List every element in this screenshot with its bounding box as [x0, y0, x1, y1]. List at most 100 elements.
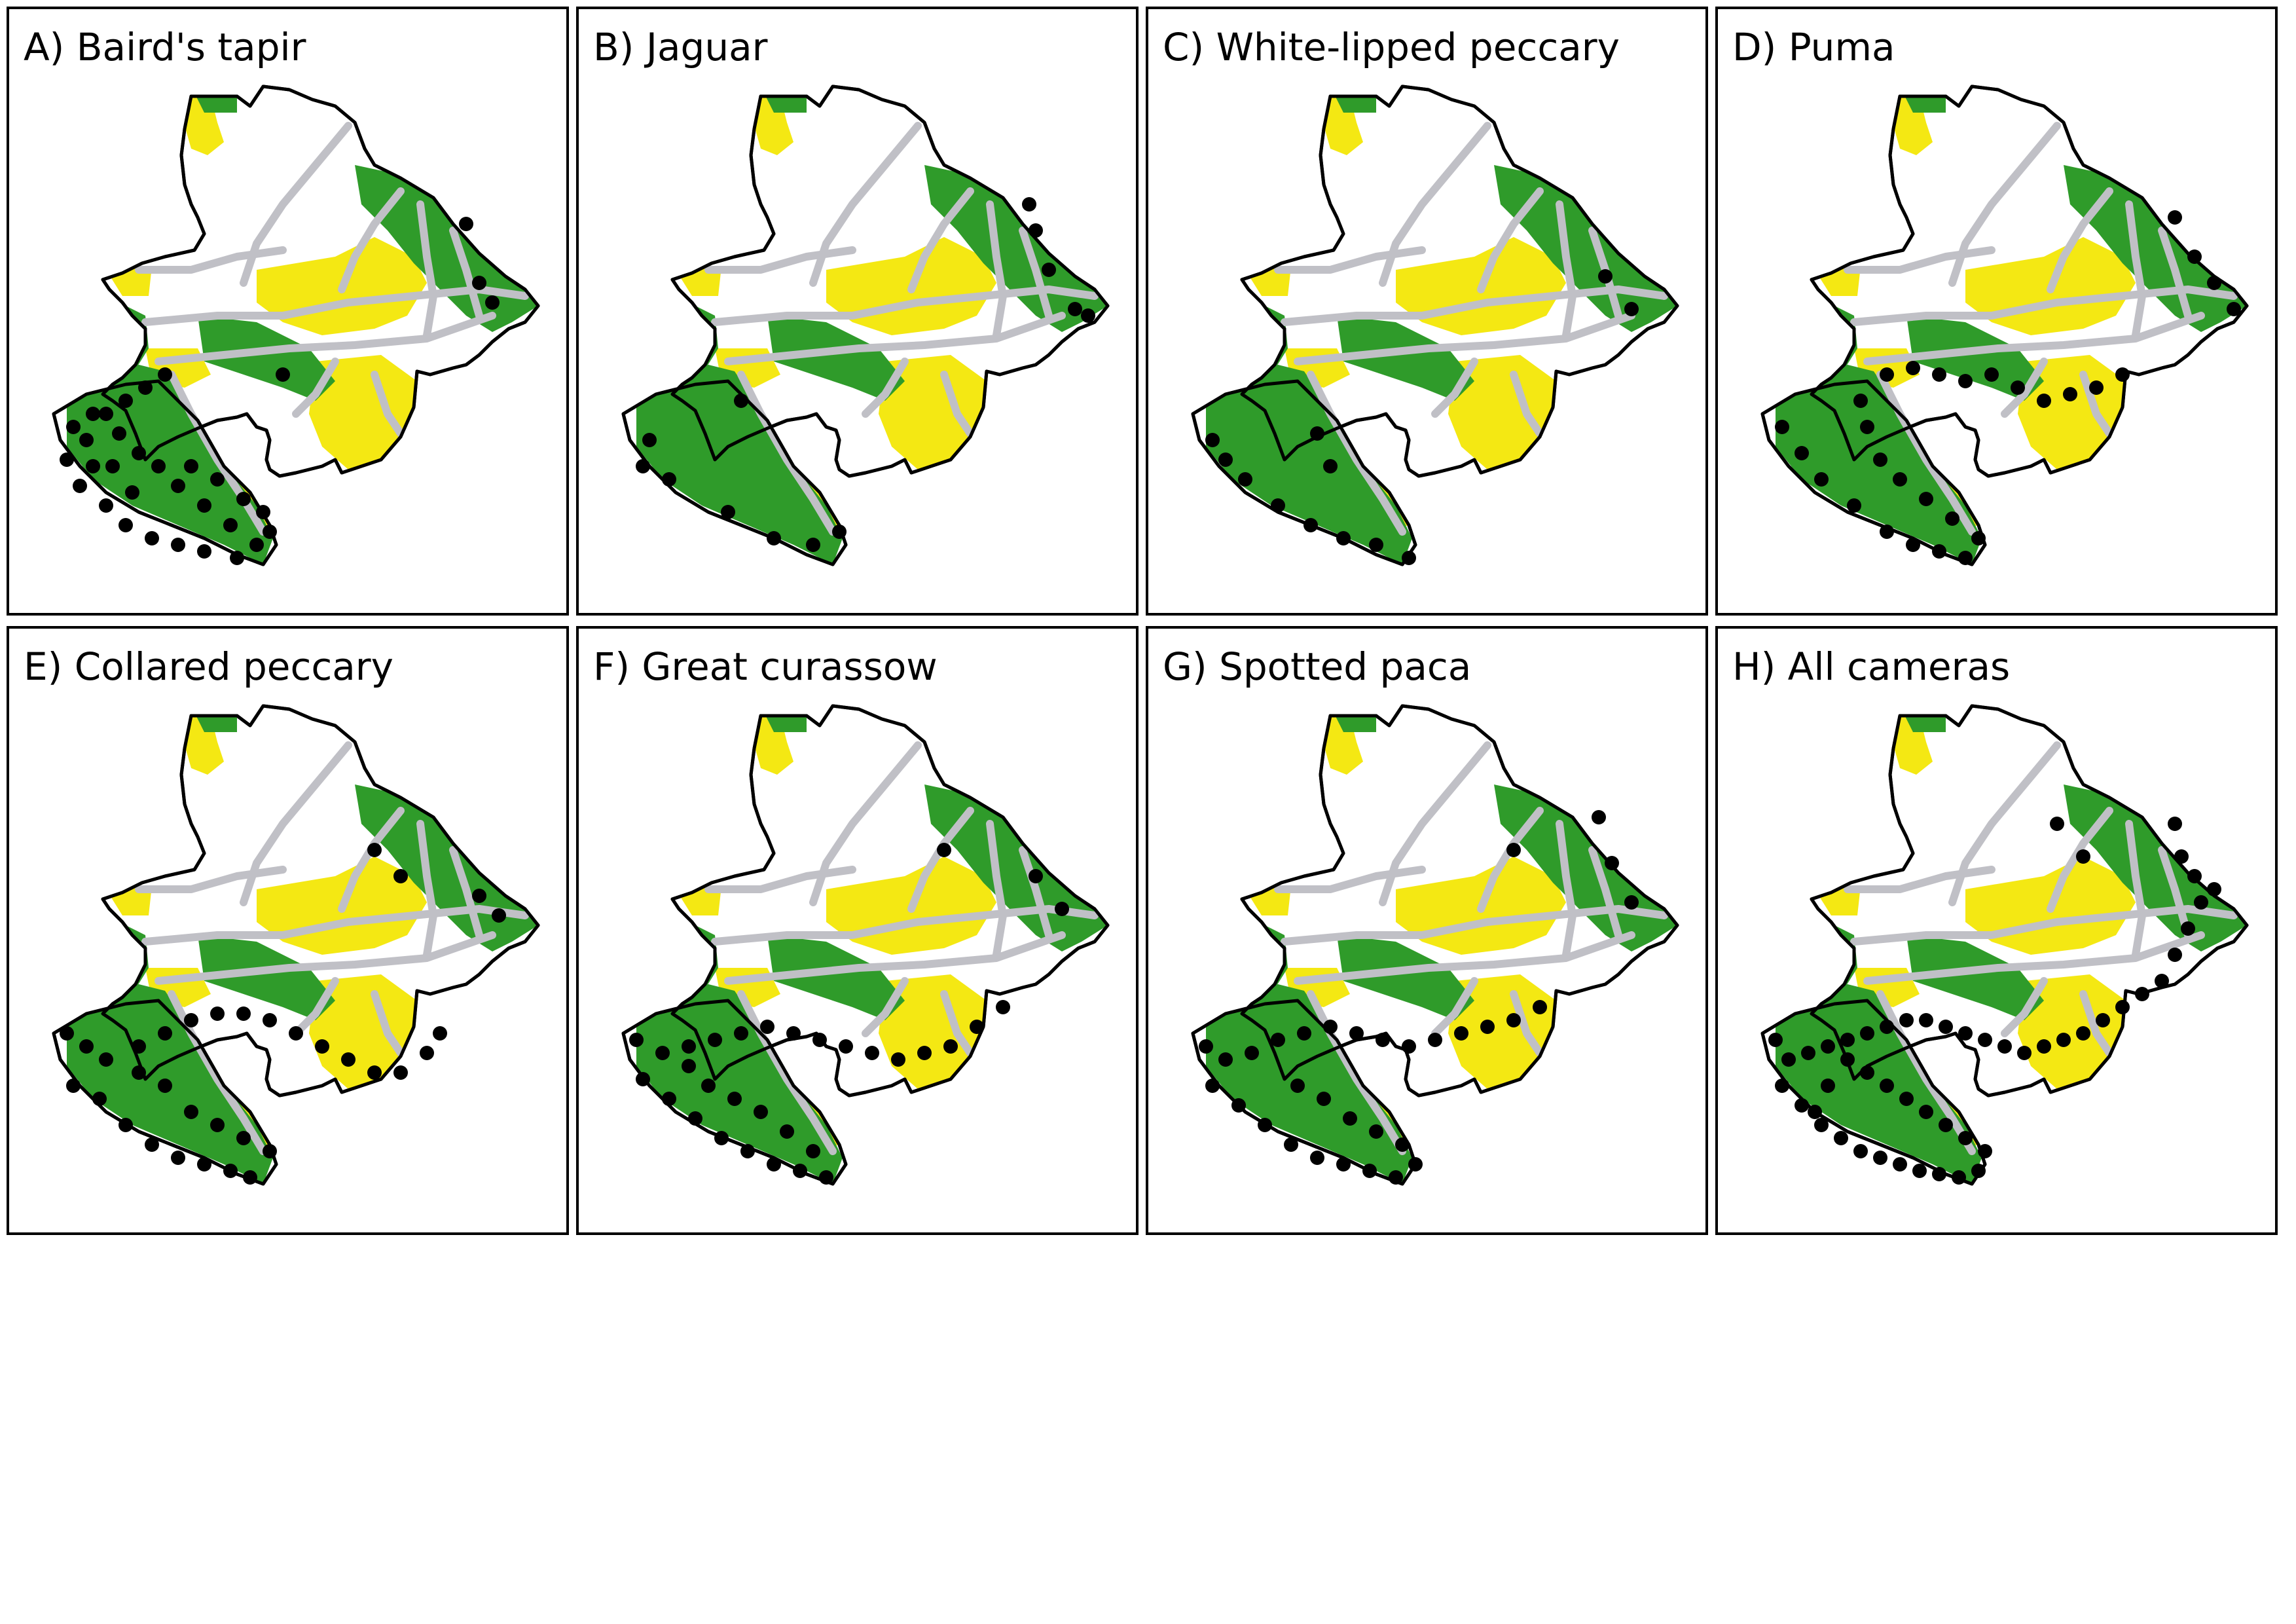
- road-line: [2079, 371, 2113, 437]
- camera-point: [1480, 1020, 1495, 1034]
- camera-point: [1533, 1000, 1547, 1014]
- camera-points: [1199, 810, 1639, 1185]
- camera-point: [1847, 498, 1861, 513]
- camera-point: [1821, 1039, 1835, 1054]
- road-line: [449, 846, 483, 939]
- camera-point: [367, 843, 382, 857]
- camera-point: [1343, 1111, 1357, 1126]
- road-line: [711, 905, 1099, 946]
- camera-point: [1860, 1026, 1874, 1041]
- camera-point: [1781, 1052, 1796, 1067]
- camera-point: [210, 1118, 225, 1132]
- camera-point: [1893, 1157, 1907, 1172]
- road-line: [292, 977, 339, 1037]
- panel-bairds-tapir: A) Baird's tapir: [7, 7, 569, 616]
- camera-point: [223, 1164, 238, 1178]
- road-line: [1850, 286, 2238, 326]
- camera-point: [1808, 1105, 1822, 1119]
- panel-white-lipped-peccary: C) White-lipped peccary: [1146, 7, 1708, 616]
- camera-point: [812, 1033, 827, 1047]
- camera-point: [1310, 1151, 1324, 1165]
- camera-point: [73, 479, 87, 493]
- road-line: [1477, 187, 1544, 293]
- camera-point: [1873, 1151, 1887, 1165]
- camera-point: [132, 1065, 146, 1080]
- camera-point: [145, 1137, 159, 1152]
- camera-point: [714, 1131, 729, 1145]
- road-line: [1307, 990, 1406, 1155]
- road-line: [704, 866, 856, 893]
- camera-point: [2115, 367, 2130, 382]
- panel-title: F) Great curassow: [593, 644, 938, 689]
- camera-point: [2168, 210, 2182, 225]
- road-line: [737, 371, 837, 536]
- panel-jaguar: B) Jaguar: [576, 7, 1139, 616]
- camera-point: [865, 1046, 879, 1060]
- road-line: [986, 820, 1007, 959]
- road-line: [292, 358, 339, 418]
- camera-point: [2076, 849, 2090, 864]
- camera-points: [1768, 817, 2221, 1185]
- camera-point: [210, 472, 225, 487]
- forest-zone: [198, 935, 335, 1020]
- camera-point: [433, 1026, 447, 1041]
- camera-point: [197, 1157, 211, 1172]
- camera-point: [1029, 869, 1043, 883]
- camera-point: [2115, 1000, 2130, 1014]
- camera-point: [197, 544, 211, 559]
- camera-point: [943, 1039, 958, 1054]
- camera-point: [1271, 498, 1285, 513]
- camera-point: [230, 551, 244, 565]
- camera-point: [263, 525, 277, 539]
- camera-point: [1939, 1020, 1953, 1034]
- camera-point: [1297, 1026, 1311, 1041]
- camera-point: [780, 1124, 794, 1139]
- road-line: [155, 931, 496, 985]
- camera-point: [767, 1157, 781, 1172]
- camera-point: [806, 538, 820, 552]
- camera-point: [485, 295, 500, 310]
- panel-title: E) Collared peccary: [24, 644, 393, 689]
- road-line: [704, 246, 856, 274]
- panel-spotted-paca: G) Spotted paca: [1146, 626, 1708, 1235]
- camera-point: [793, 1164, 807, 1178]
- camera-point: [2011, 380, 2025, 395]
- road-line: [1431, 977, 1478, 1037]
- camera-point: [197, 498, 211, 513]
- road-line: [1019, 846, 1053, 939]
- camera-point: [276, 367, 290, 382]
- camera-point: [1880, 525, 1894, 539]
- camera-point: [662, 472, 676, 487]
- road-line: [1510, 990, 1544, 1057]
- camera-point: [1801, 1046, 1815, 1060]
- camera-point: [1598, 269, 1613, 284]
- camera-point: [472, 889, 486, 903]
- camera-point: [1506, 843, 1521, 857]
- camera-point: [1205, 433, 1220, 447]
- camera-point: [2181, 921, 2195, 936]
- yellow-zone: [309, 974, 417, 1089]
- camera-point: [210, 1006, 225, 1021]
- camera-point: [393, 869, 408, 883]
- camera-point: [1336, 531, 1351, 545]
- camera-point: [1880, 367, 1894, 382]
- camera-point: [1408, 1157, 1423, 1172]
- camera-point: [1231, 1098, 1246, 1113]
- road-line: [1281, 286, 1668, 326]
- road-line: [907, 807, 974, 913]
- camera-point: [1899, 1013, 1914, 1027]
- camera-points: [1205, 269, 1639, 565]
- camera-point: [263, 1144, 277, 1158]
- camera-point: [393, 1065, 408, 1080]
- yellow-zone: [309, 355, 417, 470]
- forest-zone: [1206, 984, 1412, 1184]
- camera-point: [1919, 492, 1933, 506]
- camera-point: [754, 1105, 768, 1119]
- camera-point: [839, 1039, 853, 1054]
- camera-point: [1814, 472, 1829, 487]
- camera-point: [492, 908, 506, 923]
- road-line: [724, 312, 1066, 365]
- camera-point: [472, 276, 486, 290]
- camera-point: [171, 538, 185, 552]
